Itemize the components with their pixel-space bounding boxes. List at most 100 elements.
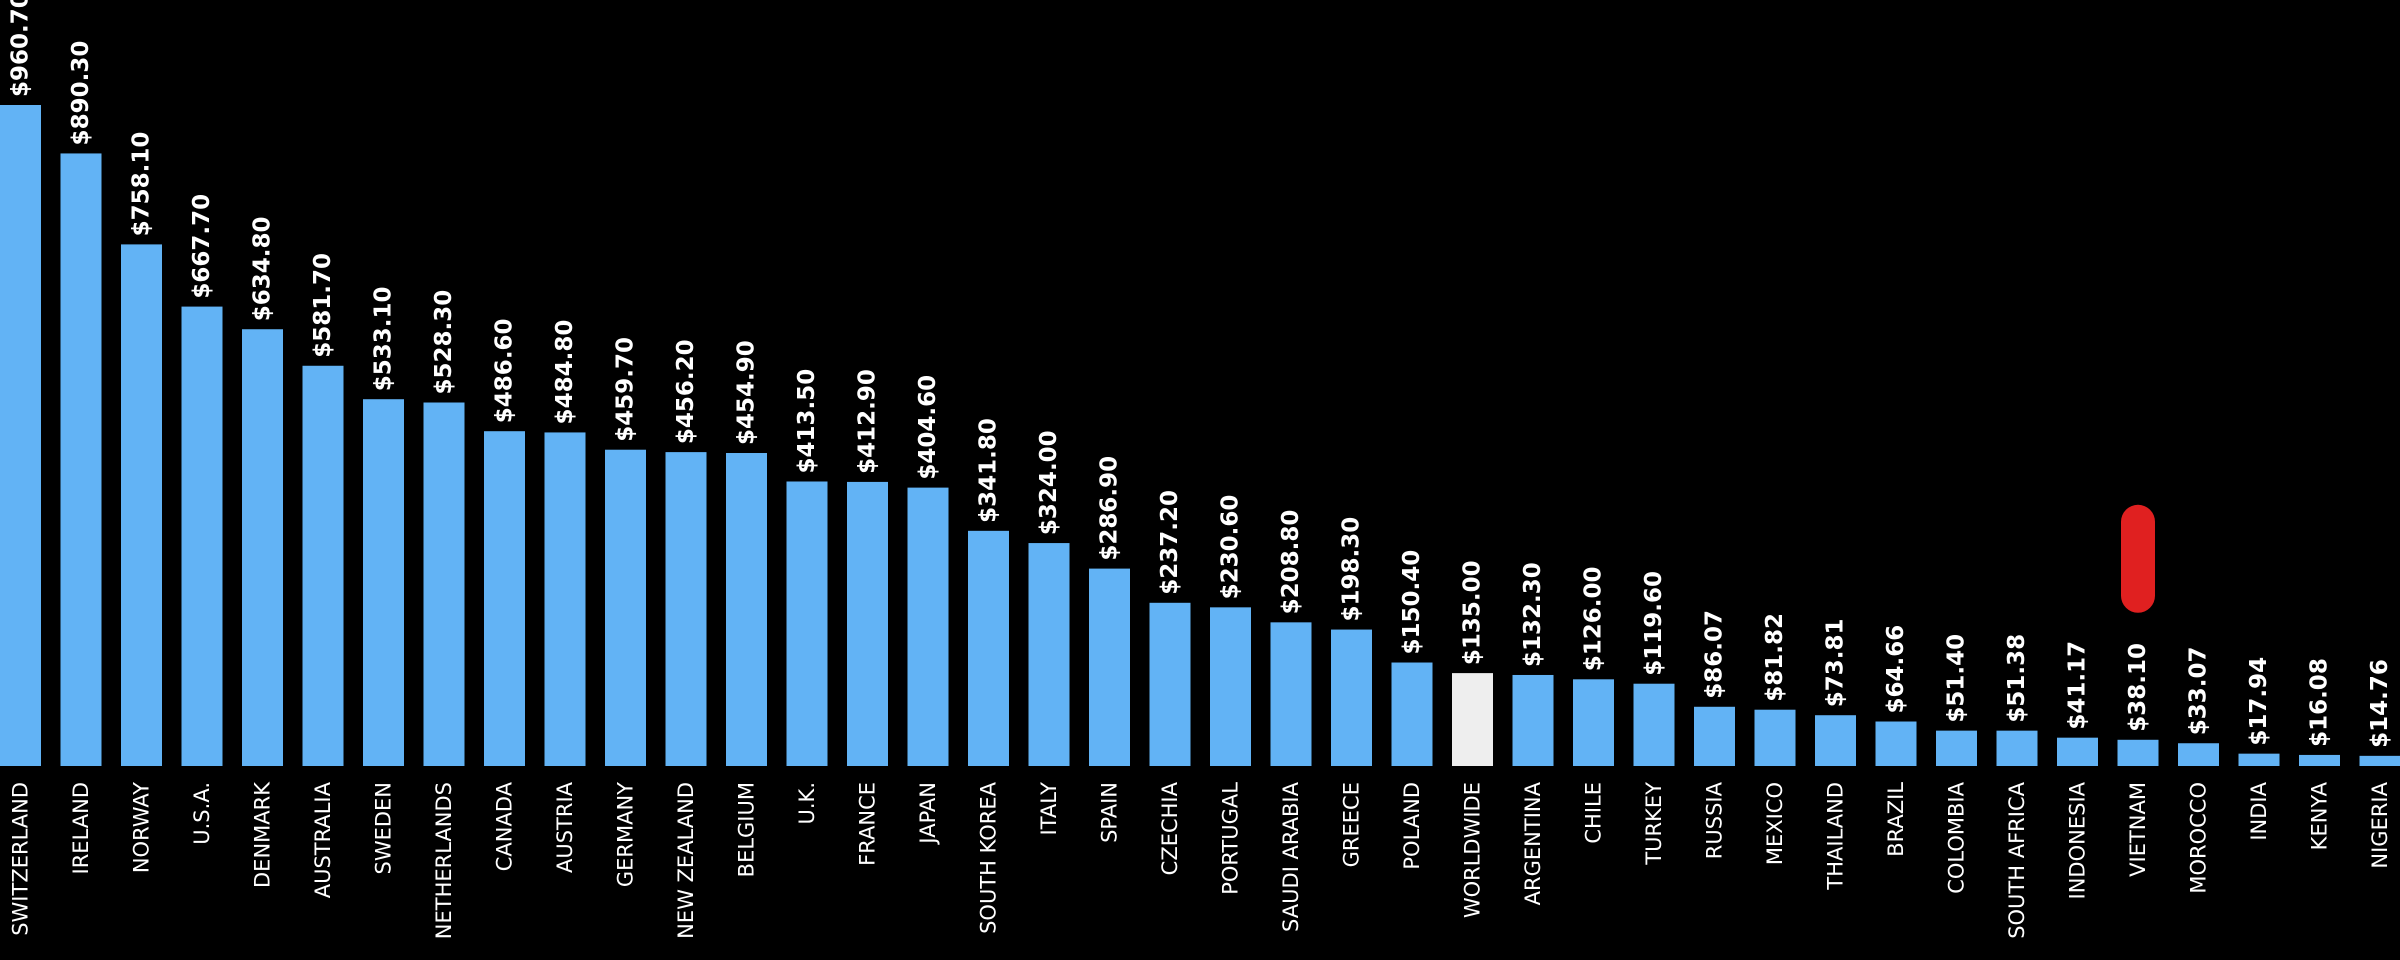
category-label-france: FRANCE [856,782,880,866]
value-label-nigeria: $14.76 [2367,659,2393,748]
value-label-colombia: $51.40 [1944,634,1970,723]
category-label-kenya: KENYA [2308,781,2332,850]
value-label-south-africa: $51.38 [2004,634,2030,723]
bar-south-korea [968,530,1009,766]
value-label-u-k: $413.50 [794,369,820,474]
bar-argentina [1512,674,1554,766]
value-label-thailand: $73.81 [1823,618,1849,707]
category-label-norway: NORWAY [130,782,154,873]
bar-mexico [1754,709,1796,766]
bar-morocco [2178,743,2219,766]
value-label-brazil: $64.66 [1883,625,1909,714]
category-label-ireland: IRELAND [69,782,93,874]
category-label-austria: AUSTRIA [553,781,577,873]
bar-canada [484,431,525,766]
bar-germany [605,449,646,766]
bar-greece [1331,629,1372,766]
category-label-turkey: TURKEY [1642,782,1666,866]
bar-spain [1089,568,1130,766]
category-label-czechia: CZECHIA [1158,781,1182,875]
value-label-australia: $581.70 [310,253,336,358]
value-label-chile: $126.00 [1581,567,1607,672]
value-label-belgium: $454.90 [734,340,760,445]
bar-poland [1391,662,1433,766]
bar-turkey [1633,683,1675,766]
category-label-brazil: BRAZIL [1884,782,1908,857]
category-label-belgium: BELGIUM [735,782,759,877]
value-label-worldwide: $135.00 [1460,560,1486,665]
bar-new-zealand [665,452,707,766]
category-label-netherlands: NETHERLANDS [432,782,456,939]
value-label-canada: $486.60 [492,318,518,423]
bar-south-africa [1996,730,2038,766]
bar-thailand [1815,715,1856,766]
bar-nigeria [2359,755,2400,766]
bar-australia [302,365,344,766]
category-label-thailand: THAILAND [1824,782,1848,891]
bar-japan [907,487,949,766]
category-label-colombia: COLOMBIA [1945,781,1969,893]
bar-kenya [2299,754,2340,766]
value-label-new-zealand: $456.20 [673,339,699,444]
value-label-portugal: $230.60 [1218,495,1244,600]
bar-colombia [1936,730,1977,766]
bar-italy [1028,543,1070,766]
bar-u-s-a [181,306,223,766]
category-label-worldwide: WORLDWIDE [1461,782,1485,918]
category-label-morocco: MOROCCO [2187,782,2211,894]
value-label-spain: $286.90 [1097,456,1123,561]
category-label-saudi-arabia: SAUDI ARABIA [1279,781,1303,932]
bar-russia [1694,706,1735,766]
category-label-south-africa: SOUTH AFRICA [2005,781,2029,938]
category-label-u-s-a: U.S.A. [190,782,214,845]
value-label-sweden: $533.10 [371,286,397,391]
value-label-india: $17.94 [2246,657,2272,746]
value-label-czechia: $237.20 [1157,490,1183,595]
bar-worldwide [1452,673,1493,766]
value-label-netherlands: $528.30 [431,290,457,395]
bar-u-k [786,481,828,766]
bar-netherlands [423,402,465,766]
category-label-canada: CANADA [493,781,517,871]
category-label-argentina: ARGENTINA [1521,781,1545,905]
bar-indonesia [2057,737,2098,766]
category-label-russia: RUSSIA [1703,781,1727,859]
value-label-indonesia: $41.17 [2065,641,2091,730]
markers-group [2121,504,2155,613]
category-label-poland: POLAND [1400,782,1424,870]
value-label-poland: $150.40 [1399,550,1425,655]
bar-austria [544,432,586,766]
bar-saudi-arabia [1270,622,1312,766]
category-label-germany: GERMANY [614,782,638,887]
category-label-spain: SPAIN [1098,782,1122,843]
value-label-u-s-a: $667.70 [189,194,215,299]
bar-chile [1573,679,1614,766]
category-label-japan: JAPAN [916,782,940,846]
value-label-argentina: $132.30 [1520,562,1546,667]
value-label-south-korea: $341.80 [976,418,1002,523]
value-label-japan: $404.60 [915,375,941,480]
category-label-switzerland: SWITZERLAND [9,782,33,936]
category-label-nigeria: NIGERIA [2368,781,2392,868]
bar-norway [121,244,162,766]
category-label-new-zealand: NEW ZEALAND [674,782,698,939]
value-label-switzerland: $960.70 [8,0,34,97]
bar-switzerland [0,105,41,766]
value-labels-group: $960.70 $890.30 $758.10 $667.70 $634.80 $581.… [8,0,2394,748]
category-label-mexico: MEXICO [1763,782,1787,865]
category-label-italy: ITALY [1037,782,1061,836]
value-label-turkey: $119.60 [1641,571,1667,676]
bar-czechia [1149,602,1191,766]
value-label-vietnam: $38.10 [2125,643,2151,732]
value-label-italy: $324.00 [1036,430,1062,535]
value-label-saudi-arabia: $208.80 [1278,510,1304,615]
category-label-portugal: PORTUGAL [1219,782,1243,895]
category-label-u-k: U.K. [795,782,819,825]
value-label-mexico: $81.82 [1762,613,1788,702]
bar-vietnam [2117,739,2159,766]
category-label-vietnam: VIETNAM [2126,782,2150,877]
bars-group [0,105,2400,767]
category-label-australia: AUSTRALIA [311,781,335,898]
value-label-france: $412.90 [855,369,881,474]
